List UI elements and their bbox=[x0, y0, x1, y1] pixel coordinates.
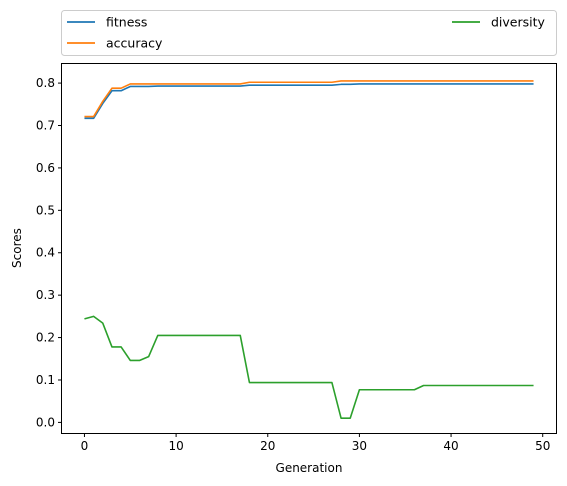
x-tick-label: 20 bbox=[260, 439, 275, 453]
legend-label-diversity: diversity bbox=[491, 15, 546, 30]
x-tick-label: 50 bbox=[535, 439, 550, 453]
y-tick-label: 0.2 bbox=[36, 331, 55, 345]
x-tick-label: 40 bbox=[443, 439, 458, 453]
legend-label-fitness: fitness bbox=[106, 15, 147, 30]
series-line-diversity bbox=[84, 316, 533, 418]
x-axis: 0 10 20 30 40 50 bbox=[81, 433, 551, 453]
legend: fitness accuracy diversity bbox=[62, 11, 557, 56]
axes-frame bbox=[62, 64, 557, 434]
plot-area bbox=[84, 81, 533, 418]
y-tick-label: 0.5 bbox=[36, 203, 55, 217]
x-tick-label: 0 bbox=[81, 439, 89, 453]
x-tick-label: 10 bbox=[168, 439, 183, 453]
y-tick-label: 0.3 bbox=[36, 288, 55, 302]
x-axis-label: Generation bbox=[276, 461, 343, 475]
series-line-fitness bbox=[84, 84, 533, 118]
y-tick-label: 0.8 bbox=[36, 76, 55, 90]
y-tick-label: 0.1 bbox=[36, 373, 55, 387]
y-axis-label: Scores bbox=[10, 228, 24, 268]
y-axis: 0.0 0.1 0.2 0.3 0.4 0.5 0.6 0.7 0.8 bbox=[36, 76, 62, 429]
y-tick-label: 0.6 bbox=[36, 161, 55, 175]
y-tick-label: 0.0 bbox=[36, 415, 55, 429]
legend-label-accuracy: accuracy bbox=[106, 36, 163, 51]
x-tick-label: 30 bbox=[352, 439, 367, 453]
y-tick-label: 0.7 bbox=[36, 119, 55, 133]
y-tick-label: 0.4 bbox=[36, 246, 55, 260]
